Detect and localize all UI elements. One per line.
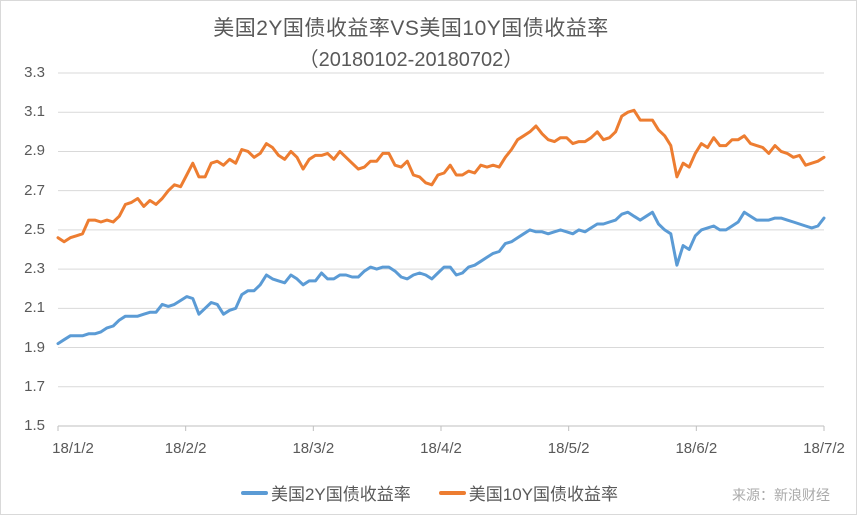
series-line-us2y (56, 210, 826, 346)
chart-subtitle: （20180102-20180702） (298, 49, 524, 71)
y-axis-label: 3.1 (24, 103, 45, 121)
y-axis-label: 2.1 (24, 299, 45, 317)
x-axis-label: 18/2/2 (164, 440, 207, 457)
y-axis-label: 1.7 (24, 377, 45, 395)
legend-item-2y: 美国2Y国债收益率 (240, 480, 411, 505)
y-axis-label: 1.5 (24, 417, 45, 434)
y-axis-label: 2.7 (24, 181, 45, 199)
series-line-us10y (56, 108, 826, 244)
x-axis-label: 18/3/2 (292, 440, 335, 457)
legend-item-10y: 美国10Y国债收益率 (438, 480, 619, 505)
legend: 美国2Y国债收益率 美国10Y国债收益率 (1, 480, 856, 505)
x-axis-label: 18/7/2 (803, 440, 845, 457)
x-axis-label: 18/6/2 (675, 440, 718, 457)
source-label: 来源：新浪财经 (732, 487, 830, 503)
y-axis-label: 2.9 (24, 142, 45, 160)
y-axis-label: 2.5 (24, 220, 45, 238)
y-axis-label: 1.9 (24, 338, 45, 356)
legend-label-2y: 美国2Y国债收益率 (270, 485, 411, 504)
legend-label-10y: 美国10Y国债收益率 (468, 485, 619, 504)
x-axis-label: 18/4/2 (420, 440, 462, 457)
y-axis-label: 3.3 (24, 64, 45, 81)
x-axis-label: 18/1/2 (52, 440, 94, 457)
chart-title: 美国2Y国债收益率VS美国10Y国债收益率 (213, 17, 609, 40)
legend-swatch-2y-line (240, 490, 268, 495)
x-axis-label: 18/5/2 (547, 440, 590, 457)
legend-swatch-10y-line (438, 490, 466, 495)
y-axis-label: 2.3 (24, 260, 45, 278)
